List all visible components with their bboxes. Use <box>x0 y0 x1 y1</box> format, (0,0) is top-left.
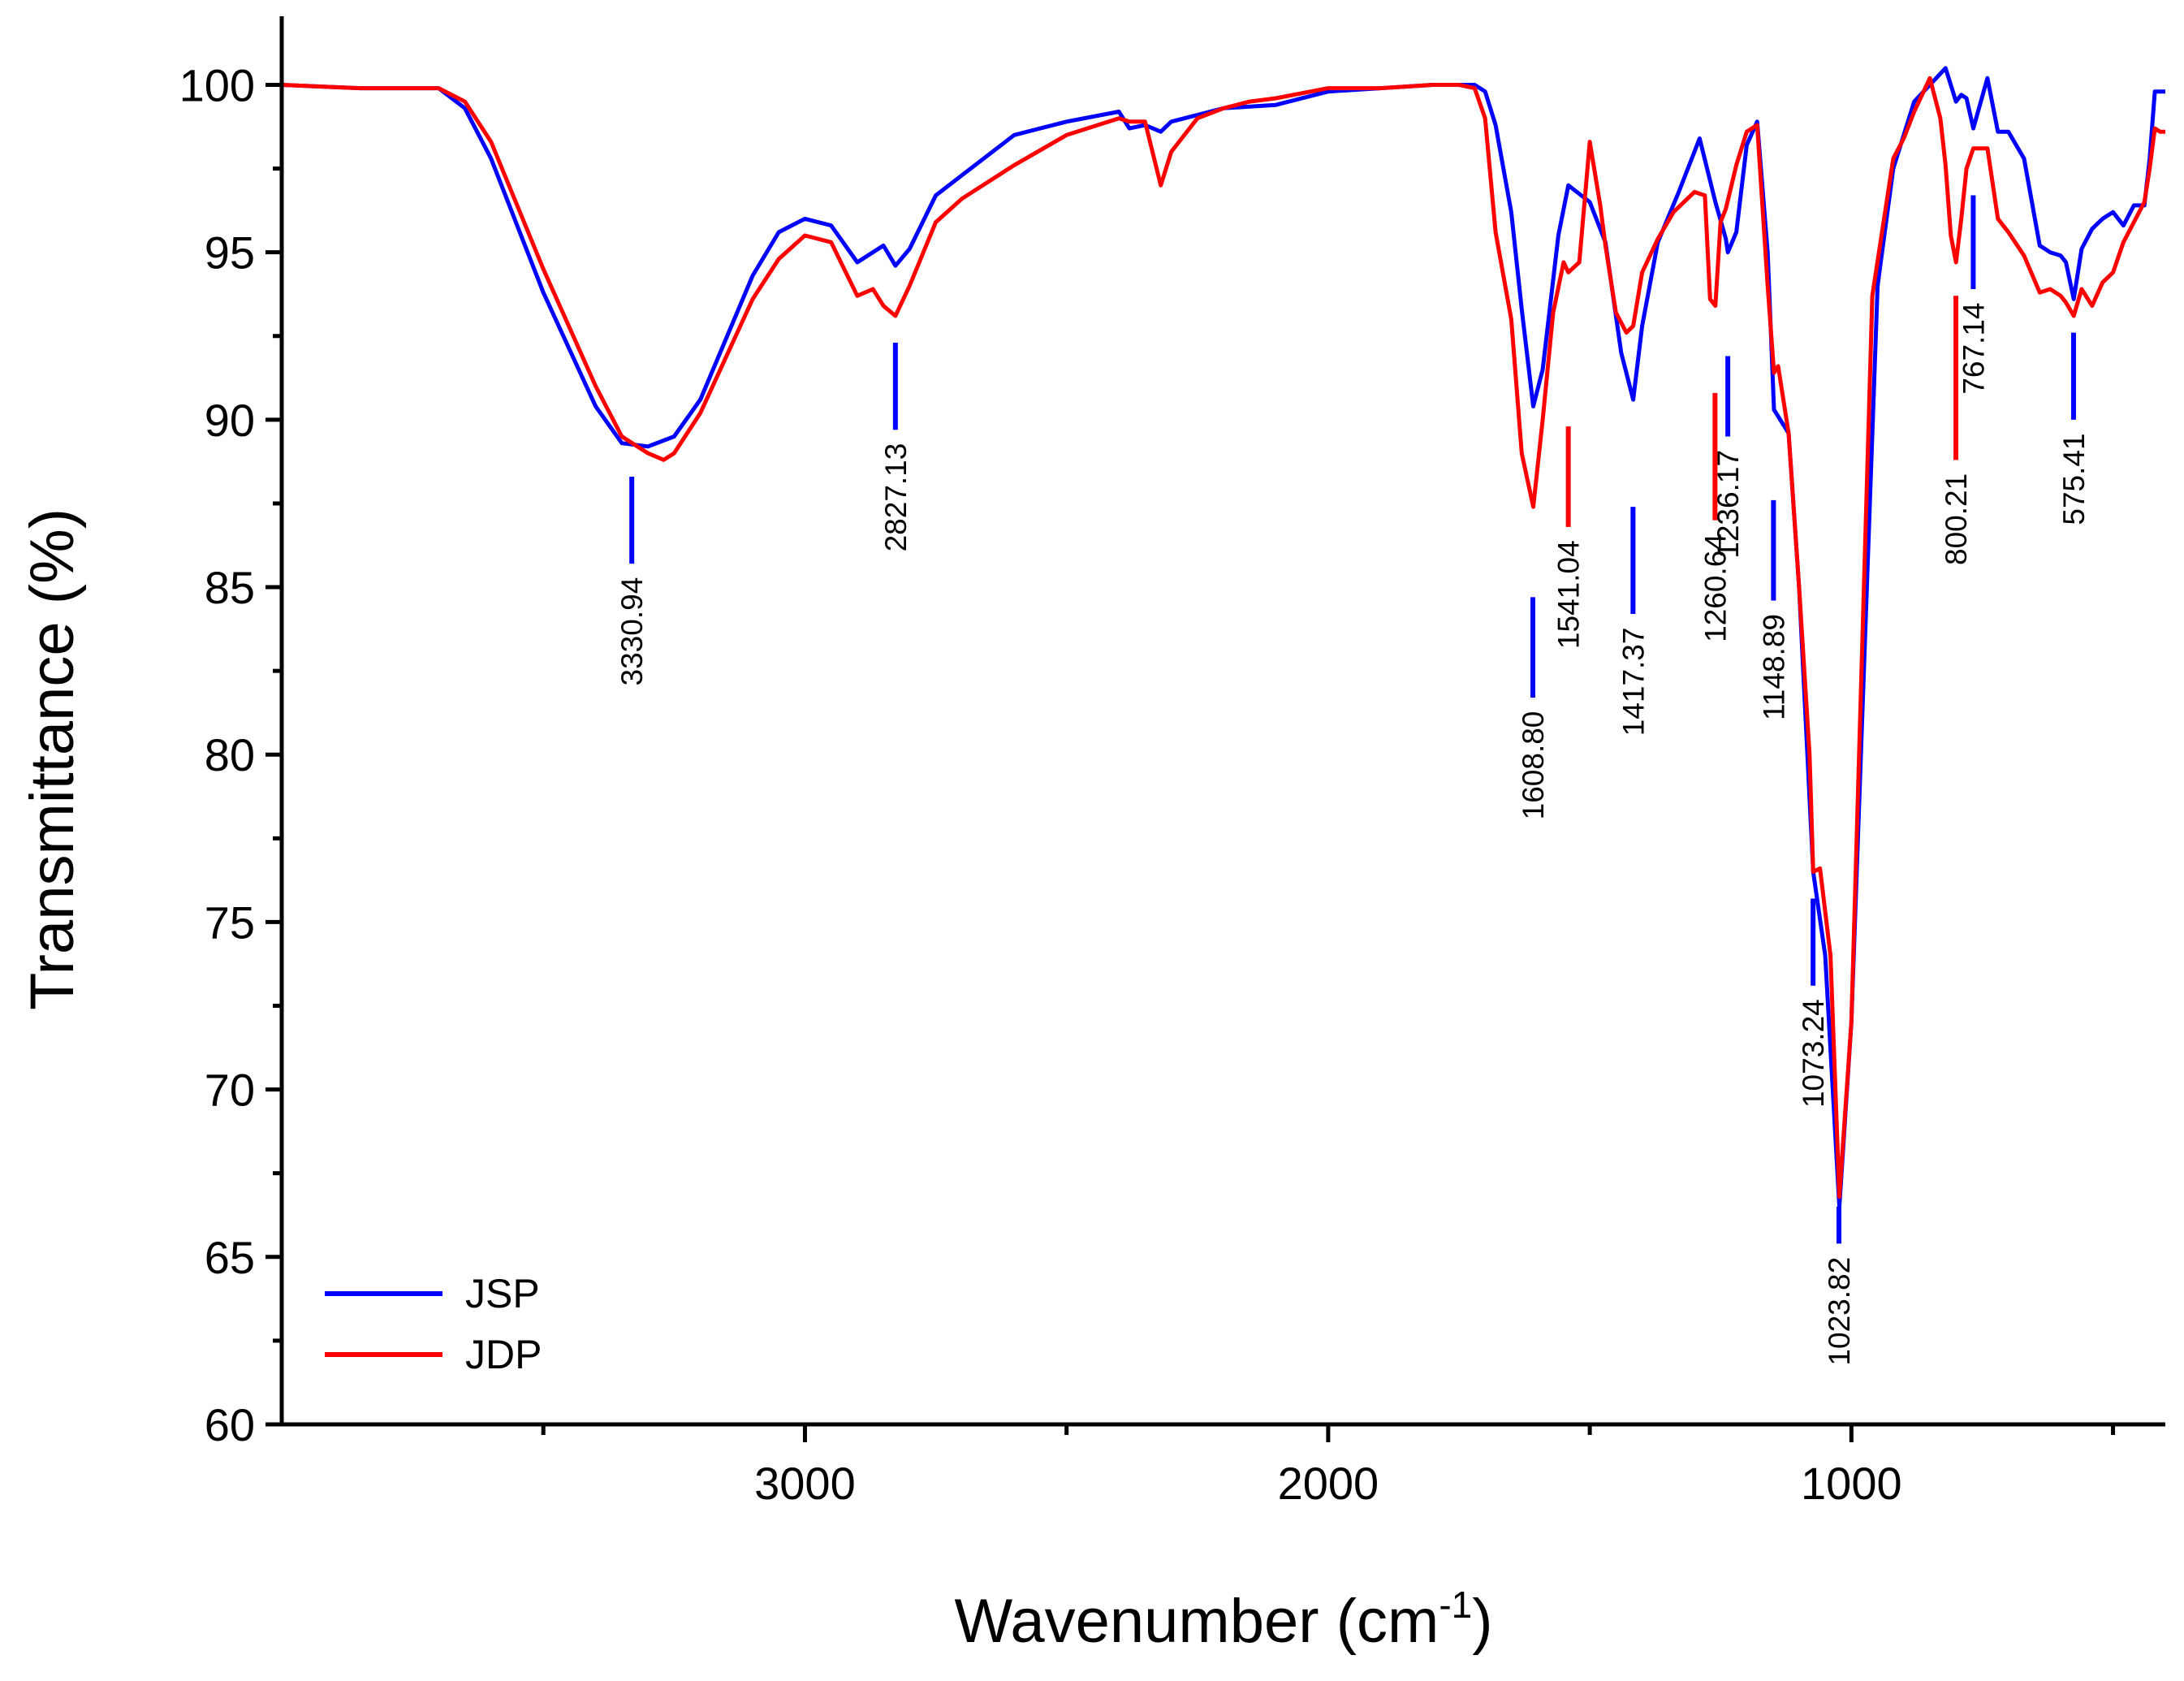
x-tick-label: 2000 <box>1278 1458 1379 1509</box>
peak-label-1148-89: 1148.89 <box>1757 614 1790 720</box>
x-tick-label: 1000 <box>1801 1458 1902 1509</box>
y-tick-label: 65 <box>205 1232 255 1283</box>
peak-label-1023-82: 1023.82 <box>1823 1257 1856 1366</box>
y-tick-label: 60 <box>205 1399 255 1450</box>
y-tick-label: 90 <box>205 395 255 446</box>
peak-label-2827-13: 2827.13 <box>879 443 913 552</box>
peak-label-1541-04: 1541.04 <box>1552 540 1586 649</box>
legend-label-jsp: JSP <box>465 1271 540 1316</box>
peak-annotations: 3330.94 2827.13 1608.80 1541.04 1417.37 1260.… <box>615 195 2091 1366</box>
y-axis-title: Transmittance (%) <box>18 508 87 1010</box>
peak-label-1260-64: 1260.64 <box>1698 534 1732 642</box>
peak-label-1073-24: 1073.24 <box>1797 999 1830 1108</box>
legend-label-jdp: JDP <box>465 1332 542 1377</box>
peak-label-1608-80: 1608.80 <box>1517 711 1550 820</box>
axes: 60 65 70 75 80 85 90 95 100 3000 2000 1000 <box>179 16 2165 1509</box>
y-tick-label: 100 <box>179 59 255 110</box>
y-tick-label: 80 <box>205 729 255 780</box>
x-tick-label: 3000 <box>754 1458 856 1509</box>
y-tick-label: 95 <box>205 227 255 279</box>
peak-label-1236-17: 1236.17 <box>1711 450 1745 559</box>
peak-label-3330-94: 3330.94 <box>615 577 649 686</box>
y-tick-label: 75 <box>205 897 255 948</box>
x-axis-title: Wavenumber (cm-1) <box>954 1584 1492 1656</box>
peak-label-575-41: 575.41 <box>2057 433 2091 525</box>
series-layer <box>282 66 2165 1209</box>
legend: JSP JDP <box>325 1271 542 1377</box>
y-tick-label: 85 <box>205 562 255 613</box>
x-axis-title-superscript: -1 <box>1439 1584 1472 1626</box>
peak-label-1417-37: 1417.37 <box>1616 628 1650 737</box>
series-line-jsp <box>282 66 2165 1209</box>
x-axis-title-main: Wavenumber (cm <box>954 1587 1439 1656</box>
peak-label-800-21: 800.21 <box>1940 473 1973 565</box>
x-axis-title-close: ) <box>1472 1587 1492 1656</box>
series-line-jdp <box>282 76 2165 1199</box>
peak-label-767-14: 767.14 <box>1957 303 1990 395</box>
y-tick-label: 70 <box>205 1065 255 1116</box>
